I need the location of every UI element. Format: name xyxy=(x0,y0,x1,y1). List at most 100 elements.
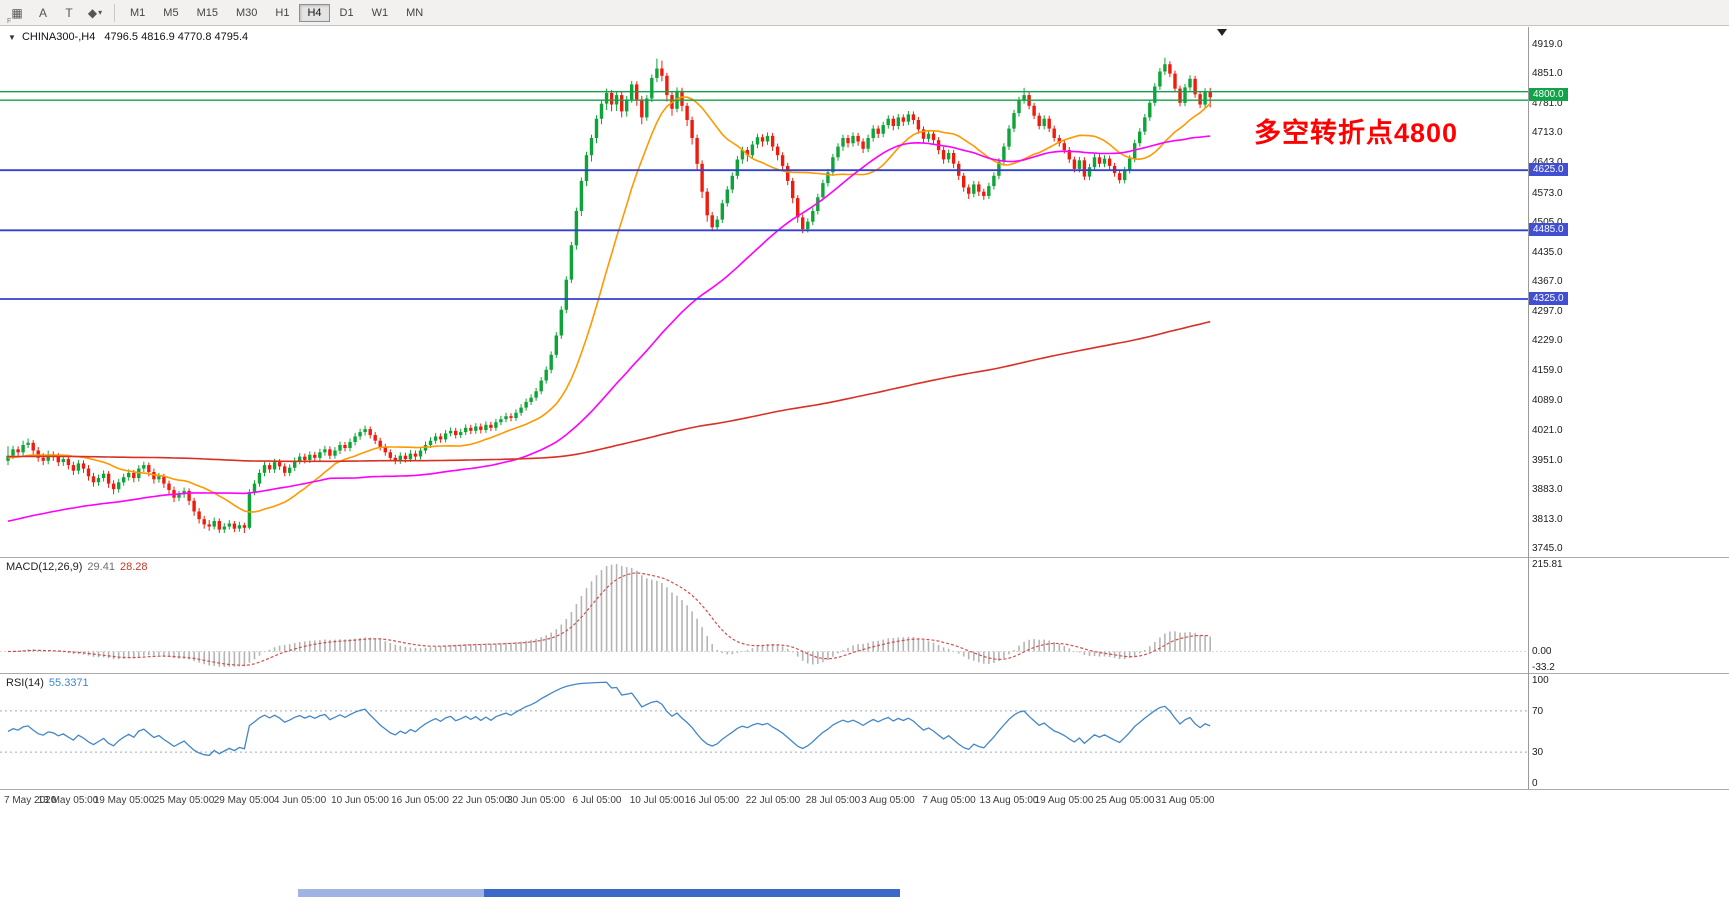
symbol-label: CHINA300-,H4 xyxy=(21,31,96,43)
candles-layer xyxy=(6,57,1212,533)
timeframe-button-mn[interactable]: MN xyxy=(406,6,424,19)
pane-divider xyxy=(0,789,1729,790)
symbol-quote-line: ▼ CHINA300-,H4 4796.5 4816.9 4770.8 4795… xyxy=(8,31,248,43)
time-axis-label: 13 May 05:00 xyxy=(37,795,99,806)
macd-indicator-label: MACD(12,26,9) 29.41 28.28 xyxy=(6,561,147,573)
grid-sub-label: F xyxy=(7,17,12,25)
indicators-icon[interactable]: ▦ F xyxy=(4,2,30,25)
price-tick-label: 3813.0 xyxy=(1532,514,1563,525)
time-axis: 7 May 2020 13 May 05:00 19 May 05:00 25 May… xyxy=(0,790,1528,812)
text-t-glyph: T xyxy=(65,5,73,20)
macd-tick-label: 215.81 xyxy=(1532,559,1563,570)
macd-tick-label: -33.2 xyxy=(1532,662,1555,673)
time-axis-label: 7 Aug 05:00 xyxy=(922,795,976,806)
ma-line-2 xyxy=(7,320,1211,463)
time-axis-label: 19 Aug 05:00 xyxy=(1034,795,1094,806)
time-axis-label: 10 Jul 05:00 xyxy=(629,795,685,806)
time-axis-label: 31 Aug 05:00 xyxy=(1155,795,1215,806)
time-axis-label: 7 May 2020 xyxy=(4,795,57,806)
rsi-tick-label: 30 xyxy=(1532,747,1544,758)
text-tool-icon[interactable]: T xyxy=(56,2,82,24)
price-level-badge: 4485.0 xyxy=(1529,223,1568,236)
price-tick-label: 4781.0 xyxy=(1532,98,1563,109)
time-axis-label: 29 May 05:00 xyxy=(213,795,275,806)
rsi-canvas[interactable] xyxy=(0,674,1528,789)
macd-tick-label: 0.00 xyxy=(1532,646,1552,657)
price-tick-label: 4367.0 xyxy=(1532,276,1563,287)
rsi-tick-label: 100 xyxy=(1532,675,1549,686)
ma-line-1 xyxy=(7,135,1211,522)
chart-shift-marker[interactable] xyxy=(1217,29,1227,36)
macd-signal-value: 28.28 xyxy=(119,561,148,573)
price-tick-label: 4713.0 xyxy=(1532,127,1563,138)
price-tick-label: 4919.0 xyxy=(1532,39,1563,50)
time-axis-label: 10 Jun 05:00 xyxy=(331,795,389,806)
horizontal-scrollbar[interactable] xyxy=(0,889,1729,897)
price-tick-label: 3883.0 xyxy=(1532,484,1563,495)
price-scale-divider xyxy=(1528,27,1529,789)
price-level-badge: 4325.0 xyxy=(1529,292,1568,305)
shapes-dropdown[interactable]: ◆ ▾ xyxy=(82,2,108,24)
toolbar: ▦ F A T ◆ ▾ M1 M5 M15 M30 H1 H4 D1 W1 MN xyxy=(0,0,1729,26)
price-tick-label: 3745.0 xyxy=(1532,543,1563,554)
time-axis-label: 25 Aug 05:00 xyxy=(1095,795,1155,806)
chart-text-annotation[interactable]: 多空转折点4800 xyxy=(1254,118,1459,148)
time-axis-label: 22 Jul 05:00 xyxy=(745,795,801,806)
text-label-tool-icon[interactable]: A xyxy=(30,2,56,24)
rsi-layer xyxy=(0,681,1528,757)
scrollbar-thumb-light[interactable] xyxy=(298,889,484,897)
price-tick-label: 4505.0 xyxy=(1532,217,1563,228)
price-tick-label: 4021.0 xyxy=(1532,425,1563,436)
rsi-name: RSI(14) xyxy=(6,677,44,689)
macd-canvas[interactable] xyxy=(0,558,1528,673)
rsi-indicator-label: RSI(14) 55.3371 xyxy=(6,677,89,689)
scrollbar-thumb[interactable] xyxy=(484,889,900,897)
macd-layer xyxy=(0,564,1528,667)
timeframe-button-m5[interactable]: M5 xyxy=(163,6,179,19)
rsi-tick-label: 0 xyxy=(1532,778,1538,789)
time-axis-label: 6 Jul 05:00 xyxy=(572,795,622,806)
price-level-badge: 4800.0 xyxy=(1529,88,1568,101)
price-tick-label: 4297.0 xyxy=(1532,306,1563,317)
rsi-tick-label: 70 xyxy=(1532,706,1544,717)
price-tick-label: 4851.0 xyxy=(1532,68,1563,79)
timeframe-button-m1[interactable]: M1 xyxy=(130,6,146,19)
macd-main-value: 29.41 xyxy=(87,561,115,573)
shapes-icon: ◆ xyxy=(87,5,98,20)
ma-line-0 xyxy=(7,96,1211,513)
time-axis-label: 22 Jun 05:00 xyxy=(452,795,510,806)
price-tick-label: 4089.0 xyxy=(1532,395,1563,406)
time-axis-label: 4 Jun 05:00 xyxy=(273,795,327,806)
timeframe-button-m15[interactable]: M15 xyxy=(196,6,218,19)
time-axis-label: 19 May 05:00 xyxy=(93,795,155,806)
price-tick-label: 4159.0 xyxy=(1532,365,1563,376)
timeframe-button-h4[interactable]: H4 xyxy=(299,3,330,22)
main-chart-canvas[interactable] xyxy=(0,27,1528,558)
timeframe-button-h1[interactable]: H1 xyxy=(275,6,290,19)
rsi-value: 55.3371 xyxy=(48,677,89,689)
chevron-down-icon: ▾ xyxy=(98,8,103,17)
ohlc-quote: 4796.5 4816.9 4770.8 4795.4 xyxy=(104,31,249,43)
time-axis-label: 16 Jul 05:00 xyxy=(684,795,740,806)
price-level-badge: 4625.0 xyxy=(1529,163,1568,176)
pane-divider[interactable] xyxy=(0,673,1729,674)
price-tick-label: 4573.0 xyxy=(1532,188,1563,199)
price-tick-label: 4435.0 xyxy=(1532,247,1563,258)
price-tick-label: 4643.0 xyxy=(1532,157,1563,168)
toolbar-separator xyxy=(114,3,115,22)
timeframe-button-m30[interactable]: M30 xyxy=(235,6,258,19)
timeframe-button-w1[interactable]: W1 xyxy=(371,6,389,19)
label-a-glyph: A xyxy=(38,5,47,20)
time-axis-label: 25 May 05:00 xyxy=(153,795,215,806)
time-axis-label: 3 Aug 05:00 xyxy=(861,795,915,806)
macd-name: MACD(12,26,9) xyxy=(6,561,83,573)
time-axis-label: 16 Jun 05:00 xyxy=(391,795,449,806)
timeframe-button-d1[interactable]: D1 xyxy=(339,6,354,19)
chart-collapse-arrow[interactable]: ▼ xyxy=(8,33,16,42)
price-tick-label: 4229.0 xyxy=(1532,335,1563,346)
time-axis-label: 28 Jul 05:00 xyxy=(805,795,861,806)
time-axis-label: 13 Aug 05:00 xyxy=(979,795,1039,806)
pane-divider[interactable] xyxy=(0,557,1729,558)
price-tick-label: 3951.0 xyxy=(1532,455,1563,466)
